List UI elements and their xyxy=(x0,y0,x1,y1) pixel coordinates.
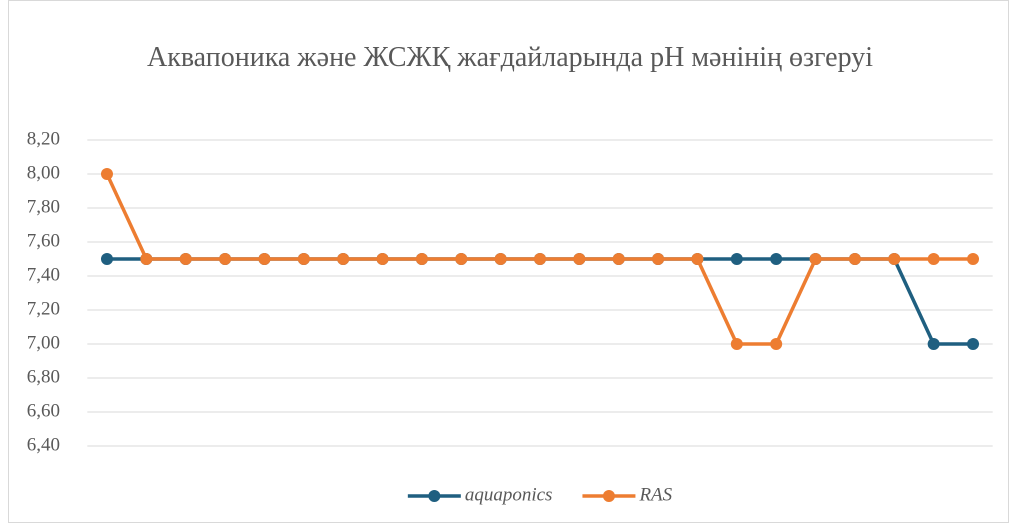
data-point xyxy=(612,253,625,265)
data-point xyxy=(219,253,232,265)
data-point xyxy=(730,338,743,350)
data-point xyxy=(927,253,940,265)
data-point xyxy=(258,253,271,265)
data-point xyxy=(494,253,507,265)
data-point xyxy=(534,253,546,265)
y-tick-label: 7,40 xyxy=(27,264,60,285)
data-point xyxy=(652,253,665,265)
data-point xyxy=(848,253,861,265)
y-tick-label: 8,00 xyxy=(27,162,60,183)
chart-title: Аквапоника және ЖСЖҚ жағдайларында pH мә… xyxy=(147,42,873,73)
series-line xyxy=(106,257,974,346)
y-tick-label: 6,60 xyxy=(27,400,60,421)
data-point xyxy=(415,253,428,265)
y-tick-label: 6,80 xyxy=(27,366,60,387)
data-point xyxy=(770,338,783,350)
data-point xyxy=(455,253,468,265)
data-point xyxy=(179,253,192,265)
data-point xyxy=(573,253,586,265)
data-point xyxy=(140,253,153,265)
y-tick-label: 7,80 xyxy=(27,196,60,217)
data-point xyxy=(967,253,980,265)
legend-label: aquaponics xyxy=(465,484,553,505)
data-point xyxy=(809,253,822,265)
y-tick-label: 7,00 xyxy=(27,332,60,353)
data-point xyxy=(730,253,743,265)
legend-label: RAS xyxy=(638,484,672,505)
legend-marker xyxy=(428,490,441,502)
data-point xyxy=(770,253,783,265)
data-point xyxy=(337,253,350,265)
data-point xyxy=(888,253,901,265)
data-point xyxy=(100,168,113,180)
data-point xyxy=(100,253,113,265)
legend-marker xyxy=(602,490,615,502)
legend: aquaponics RAS xyxy=(407,484,673,505)
y-tick-label: 8,20 xyxy=(27,128,60,149)
data-point xyxy=(376,253,389,265)
y-tick-label: 6,40 xyxy=(27,434,60,455)
y-tick-label: 7,60 xyxy=(27,230,60,251)
data-point xyxy=(297,253,310,265)
data-point xyxy=(967,338,980,350)
data-point xyxy=(927,338,940,350)
chart-border xyxy=(8,0,1009,523)
data-point xyxy=(691,253,704,265)
y-tick-label: 7,20 xyxy=(27,298,60,319)
